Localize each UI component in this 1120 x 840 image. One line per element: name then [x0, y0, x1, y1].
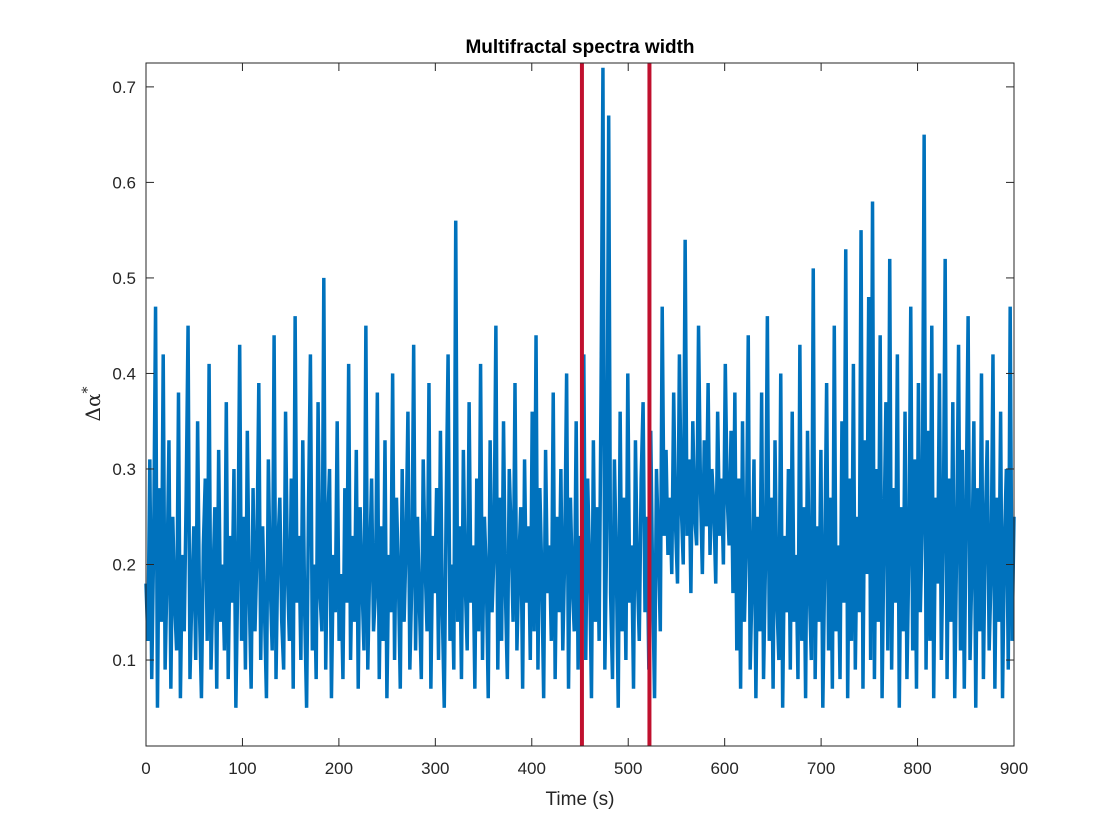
y-tick-label: 0.3 [112, 460, 136, 479]
y-tick-label: 0.1 [112, 651, 136, 670]
x-tick-label: 200 [325, 759, 353, 778]
x-tick-label: 600 [710, 759, 738, 778]
y-axis-label-superscript: * [80, 387, 96, 394]
x-tick-label: 700 [807, 759, 835, 778]
x-tick-label: 400 [518, 759, 546, 778]
x-tick-label: 500 [614, 759, 642, 778]
y-axis: 0.1 0.2 0.3 0.4 0.5 0.6 0.7 [112, 78, 1014, 670]
x-tick-label: 0 [141, 759, 150, 778]
x-tick-label: 100 [228, 759, 256, 778]
y-tick-label: 0.2 [112, 556, 136, 575]
y-tick-label: 0.4 [112, 364, 136, 383]
y-tick-label: 0.7 [112, 78, 136, 97]
x-tick-label: 800 [903, 759, 931, 778]
chart-title: Multifractal spectra width [465, 37, 694, 58]
y-axis-label-base: Δα [81, 394, 105, 422]
x-axis: 0 100 200 300 400 500 600 700 800 900 [141, 63, 1028, 778]
y-tick-label: 0.5 [112, 269, 136, 288]
x-tick-label: 300 [421, 759, 449, 778]
axes-box [145, 62, 1015, 747]
x-tick-label: 900 [1000, 759, 1028, 778]
y-axis-label: Δα* [80, 387, 105, 422]
vline-layer [579, 63, 652, 746]
y-tick-label: 0.6 [112, 173, 136, 192]
x-axis-label: Time (s) [546, 789, 615, 810]
